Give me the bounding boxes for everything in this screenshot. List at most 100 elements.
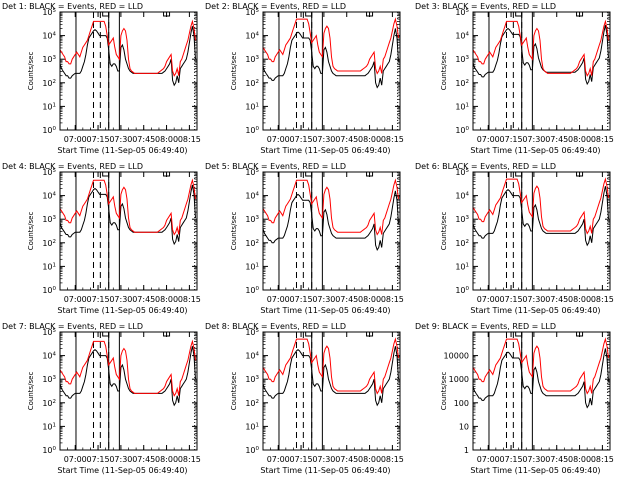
x-tick-label: 07:15 (290, 295, 313, 304)
x-tick-label: 07:45 (335, 295, 358, 304)
top-marker (515, 12, 523, 17)
x-tick-label: 07:15 (500, 135, 523, 144)
x-tick-label: 07:15 (290, 455, 313, 464)
x-tick-label: 07:30 (522, 135, 545, 144)
detector-panel-3: Det 3: BLACK = Events, RED = LLD Counts/s… (415, 2, 614, 155)
y-tick-label: 101 (42, 262, 56, 271)
y-tick-label: 105 (42, 328, 56, 337)
x-tick-label: 08:00 (358, 455, 381, 464)
top-marker (366, 12, 374, 17)
y-tick-label: 102 (42, 239, 56, 248)
x-tick-label: 07:45 (335, 135, 358, 144)
x-axis-label: Start Time (11-Sep-05 06:49:40) (470, 466, 600, 475)
x-axis-label: Start Time (11-Sep-05 06:49:40) (470, 306, 600, 315)
events-series-line (472, 348, 609, 409)
plot-frame (262, 171, 401, 291)
x-tick-label: 07:30 (522, 455, 545, 464)
detector-panel-2: Det 2: BLACK = Events, RED = LLD Counts/s… (205, 2, 404, 155)
y-tick-label: 1 (464, 446, 469, 455)
y-axis-label: Counts/sec (440, 372, 448, 411)
x-tick-label: 07:30 (312, 455, 335, 464)
y-tick-label: 10 (459, 422, 469, 431)
x-tick-label: 07:00 (64, 295, 87, 304)
y-tick-label: 102 (245, 399, 259, 408)
y-tick-label: 101 (455, 262, 469, 271)
x-tick-label: 08:15 (381, 295, 404, 304)
y-axis-label: Counts/sec (230, 52, 238, 91)
x-tick-label: 07:45 (545, 295, 568, 304)
panel-title: Det 3: BLACK = Events, RED = LLD (415, 2, 556, 11)
plot-frame (59, 11, 198, 131)
y-tick-label: 104 (245, 192, 259, 201)
y-tick-label: 103 (245, 215, 259, 224)
x-axis-label: Start Time (11-Sep-05 06:49:40) (260, 306, 390, 315)
top-marker (515, 332, 523, 337)
x-tick-label: 07:15 (500, 455, 523, 464)
y-axis-label: Counts/sec (230, 212, 238, 251)
panel-title: Det 7: BLACK = Events, RED = LLD (2, 322, 143, 331)
events-series-line (472, 24, 609, 86)
x-axis-label: Start Time (11-Sep-05 06:49:40) (57, 466, 187, 475)
y-tick-label: 104 (455, 32, 469, 41)
panel-title: Det 9: BLACK = Events, RED = LLD (415, 322, 556, 331)
x-tick-label: 07:00 (64, 455, 87, 464)
y-tick-label: 103 (245, 55, 259, 64)
x-tick-label: 08:15 (178, 455, 201, 464)
detector-panel-7: Det 7: BLACK = Events, RED = LLD Counts/s… (2, 322, 201, 475)
lld-series-line (262, 337, 399, 395)
top-marker (102, 332, 110, 337)
y-tick-label: 104 (245, 352, 259, 361)
x-tick-label: 08:15 (381, 455, 404, 464)
y-axis-label: Counts/sec (27, 212, 35, 251)
top-marker (102, 12, 110, 17)
panel-title: Det 4: BLACK = Events, RED = LLD (2, 162, 143, 171)
y-axis-label: Counts/sec (230, 372, 238, 411)
y-tick-label: 103 (245, 375, 259, 384)
detector-panel-1: Det 1: BLACK = Events, RED = LLD Counts/s… (2, 2, 201, 155)
y-tick-label: 104 (245, 32, 259, 41)
plot-frame (59, 331, 198, 451)
x-tick-label: 08:15 (591, 295, 614, 304)
plot-frame (472, 331, 611, 451)
y-tick-label: 101 (245, 102, 259, 111)
top-marker (515, 172, 523, 177)
events-series-line (472, 186, 609, 247)
lld-series-line (59, 339, 196, 397)
x-axis-label: Start Time (11-Sep-05 06:49:40) (57, 306, 187, 315)
y-tick-label: 105 (42, 8, 56, 17)
x-tick-label: 07:30 (109, 135, 132, 144)
x-tick-label: 07:30 (522, 295, 545, 304)
y-tick-label: 105 (42, 168, 56, 177)
top-marker (366, 332, 374, 337)
x-tick-label: 07:30 (312, 295, 335, 304)
y-axis-label: Counts/sec (27, 52, 35, 91)
x-tick-label: 08:00 (155, 135, 178, 144)
y-tick-label: 102 (42, 79, 56, 88)
y-tick-label: 105 (245, 328, 259, 337)
x-tick-label: 07:00 (477, 455, 500, 464)
top-marker (102, 172, 110, 177)
y-tick-label: 101 (42, 102, 56, 111)
y-tick-label: 104 (42, 32, 56, 41)
top-marker (163, 172, 171, 177)
plot-frame (262, 11, 401, 131)
y-tick-label: 101 (245, 262, 259, 271)
panel-title: Det 6: BLACK = Events, RED = LLD (415, 162, 556, 171)
y-tick-label: 103 (42, 375, 56, 384)
lld-series-line (59, 19, 196, 77)
detector-panel-6: Det 6: BLACK = Events, RED = LLD Counts/s… (415, 162, 614, 315)
x-tick-label: 07:00 (64, 135, 87, 144)
x-tick-label: 07:45 (132, 295, 155, 304)
y-tick-label: 102 (245, 239, 259, 248)
x-tick-label: 08:00 (155, 455, 178, 464)
x-tick-label: 08:00 (358, 295, 381, 304)
y-tick-label: 105 (455, 8, 469, 17)
x-tick-label: 07:15 (87, 455, 110, 464)
top-marker (366, 172, 374, 177)
x-tick-label: 07:45 (132, 135, 155, 144)
top-marker (305, 332, 313, 337)
y-tick-label: 105 (245, 8, 259, 17)
y-tick-label: 102 (455, 79, 469, 88)
y-tick-label: 100 (245, 446, 259, 455)
